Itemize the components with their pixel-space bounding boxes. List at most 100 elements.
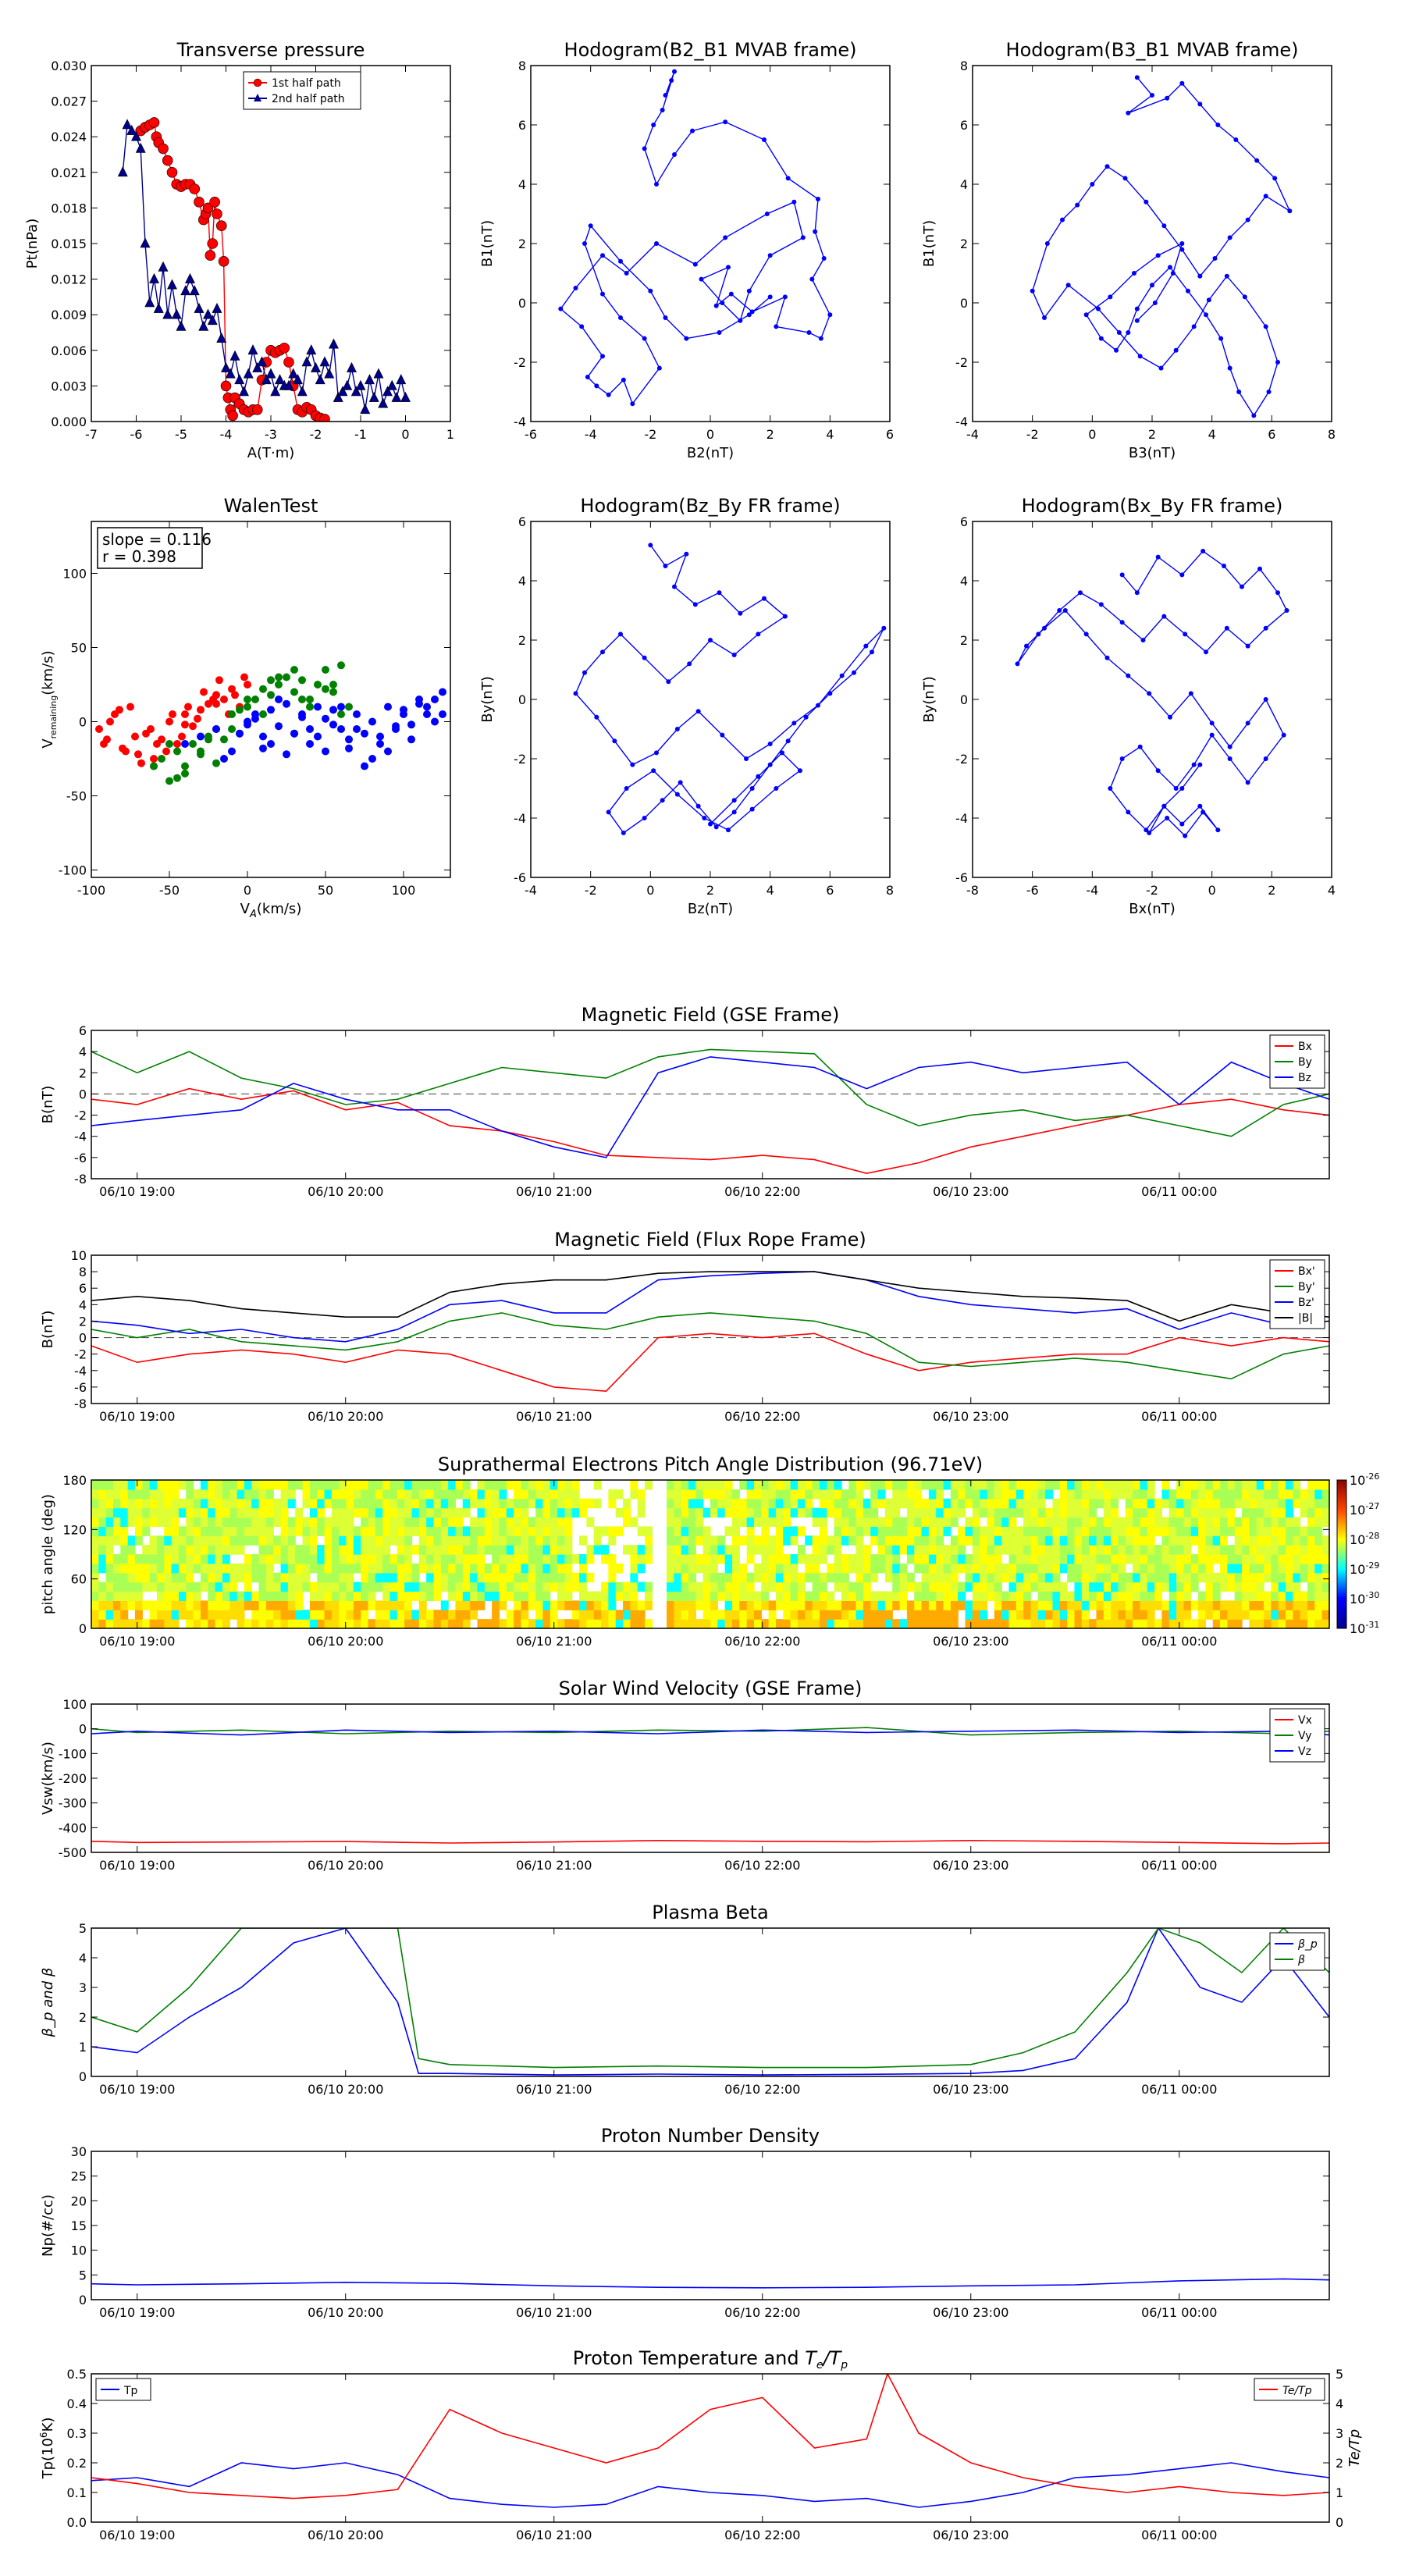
heatmap-cell [1176,1610,1185,1620]
heatmap-cell [353,1563,361,1574]
heatmap-cell [681,1572,689,1583]
heatmap-cell [1067,1591,1076,1601]
heatmap-cell [855,1572,864,1583]
heatmap-cell [1045,1517,1054,1527]
y-tick-label: 25 [71,2169,87,2184]
heatmap-cell [936,1600,944,1610]
heatmap-cell [1249,1554,1257,1564]
heatmap-cell [514,1572,522,1583]
heatmap-cell [805,1489,813,1500]
heatmap-cell [906,1610,915,1620]
y-axis-label: Vsw(km/s) [40,1742,56,1815]
data-point [134,750,142,759]
heatmap-cell [1096,1572,1104,1583]
heatmap-cell [783,1517,791,1527]
heatmap-cell [688,1507,696,1518]
data-point [275,681,283,688]
y-tick-label: 0.006 [51,343,87,358]
heatmap-cell [841,1563,849,1574]
heatmap-cell [1278,1600,1286,1610]
heatmap-cell [542,1563,551,1574]
x-tick-label: 06/10 22:00 [724,1409,800,1424]
heatmap-cell [186,1619,194,1628]
heatmap-cell [1300,1600,1308,1610]
heatmap-cell [353,1619,361,1628]
heatmap-cell [105,1610,114,1620]
heatmap-cell [1140,1600,1148,1610]
y-tick-label: 4 [960,574,968,589]
heatmap-cell [302,1582,311,1592]
heatmap-cell [1023,1591,1032,1601]
x-tick-label: 06/10 21:00 [516,2528,592,2542]
data-point [1215,123,1221,127]
data-point [785,738,791,744]
heatmap-cell [142,1619,151,1628]
data-point [267,691,275,699]
series-line-main [574,544,884,834]
heatmap-cell [514,1498,522,1509]
heatmap-cell [200,1498,208,1509]
heatmap-cell [731,1554,740,1564]
heatmap-cell [681,1619,689,1628]
heatmap-cell [681,1507,689,1518]
heatmap-cell [1052,1600,1061,1610]
heatmap-cell [1278,1498,1286,1509]
heatmap-cell [783,1600,791,1610]
data-point [283,379,294,390]
heatmap-cell [477,1582,486,1592]
heatmap-cell [112,1554,121,1564]
heatmap-cell [244,1507,252,1518]
y-tick-label: 2 [518,237,526,251]
heatmap-cell [1212,1526,1221,1536]
heatmap-cell [914,1563,923,1574]
heatmap-cell [455,1554,464,1564]
heatmap-cell [134,1619,143,1628]
heatmap-cell [1125,1489,1133,1500]
heatmap-cell [855,1517,864,1527]
heatmap-cell [667,1610,674,1620]
heatmap-cell [222,1480,230,1490]
heatmap-cell [317,1619,325,1628]
heatmap-cell [987,1591,995,1601]
heatmap-cell [783,1572,791,1583]
heatmap-cell [1125,1517,1133,1527]
heatmap-cell [688,1563,696,1574]
heatmap-cell [739,1563,748,1574]
heatmap-cell [1089,1600,1097,1610]
heatmap-cell [1067,1480,1076,1490]
heatmap-cell [1030,1563,1039,1574]
heatmap-cell [731,1498,740,1509]
heatmap-cell [339,1582,347,1592]
heatmap-cell [492,1591,500,1601]
heatmap-cell [1212,1517,1221,1527]
x-tick-label: -1 [354,427,367,442]
heatmap-cell [1278,1619,1286,1628]
y-tick-label: 60 [71,1572,87,1587]
heatmap-cell [127,1480,136,1490]
x-tick-label: 06/10 22:00 [724,2528,800,2542]
heatmap-cell [775,1480,784,1490]
heatmap-cell [797,1526,806,1536]
heatmap-cell [448,1489,457,1500]
heatmap-cell [339,1517,347,1527]
heatmap-cell [382,1619,391,1628]
heatmap-cell [870,1498,879,1509]
heatmap-cell [200,1600,208,1610]
data-point [345,735,353,744]
y-axis-label: B1(nT) [921,220,937,267]
heatmap-cell [1111,1480,1119,1490]
heatmap-cell [615,1591,624,1601]
heatmap-cell [1074,1545,1083,1555]
heatmap-cell [805,1600,813,1610]
heatmap-cell [892,1507,901,1518]
heatmap-cell [1045,1619,1054,1628]
heatmap-cell [280,1591,289,1601]
heatmap-cell [368,1572,376,1583]
heatmap-cell [455,1535,464,1546]
data-point [1227,365,1232,371]
heatmap-cell [361,1554,369,1564]
data-point [189,285,200,296]
heatmap-cell [1096,1610,1104,1620]
data-point [594,714,599,720]
heatmap-cell [1321,1498,1329,1509]
